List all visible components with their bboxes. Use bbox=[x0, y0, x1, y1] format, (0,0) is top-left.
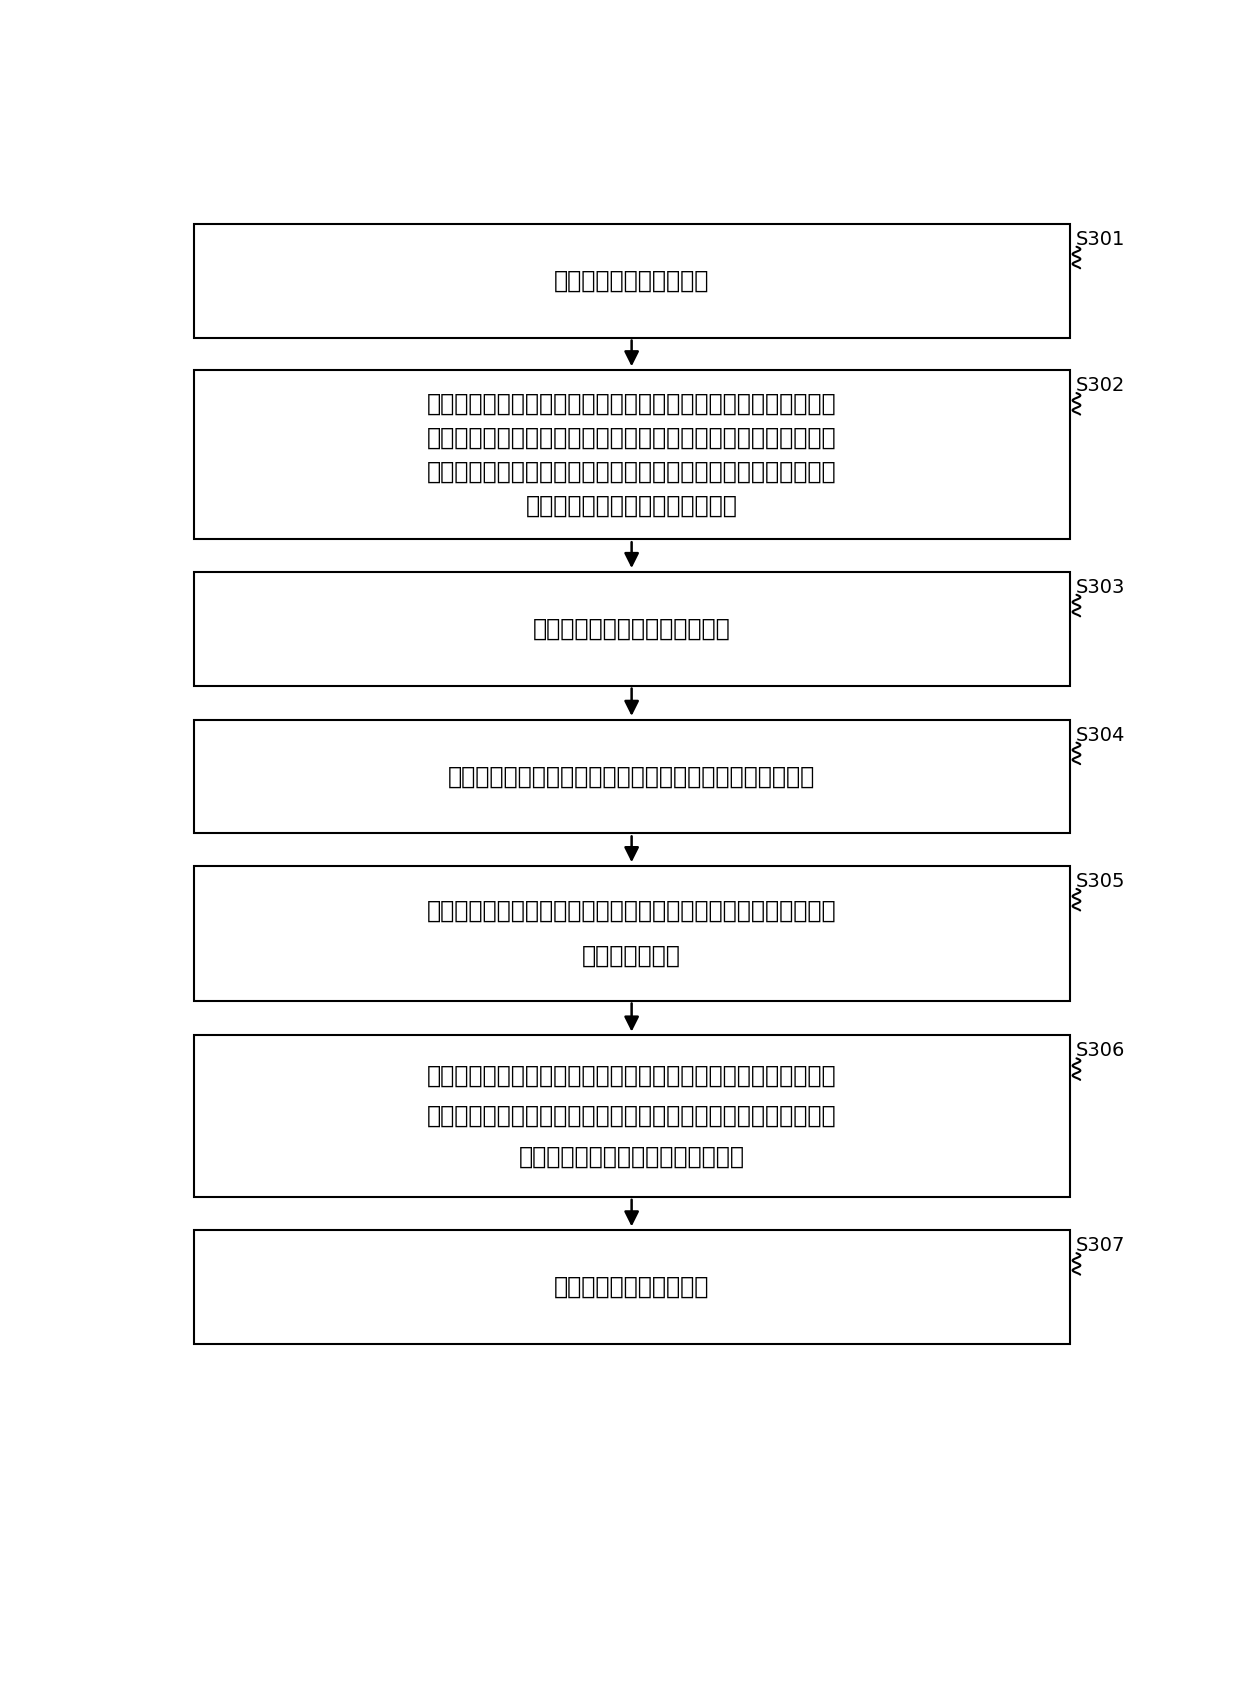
Text: S301: S301 bbox=[1076, 229, 1125, 249]
Text: S302: S302 bbox=[1076, 376, 1125, 396]
Text: 若乘客的当前车票信息验证通过，则确认乘客乘车检票通过: 若乘客的当前车票信息验证通过，则确认乘客乘车检票通过 bbox=[448, 765, 815, 788]
Text: S307: S307 bbox=[1076, 1236, 1125, 1255]
Text: S303: S303 bbox=[1076, 578, 1125, 596]
Bar bbox=[193, 1229, 1069, 1344]
Text: S304: S304 bbox=[1076, 726, 1125, 744]
Bar bbox=[193, 571, 1069, 685]
Text: 对乘客的当前车票信息进行验证: 对乘客的当前车票信息进行验证 bbox=[533, 616, 730, 640]
Text: 应的闸机门打开: 应的闸机门打开 bbox=[583, 943, 681, 968]
Bar bbox=[193, 1036, 1069, 1197]
Text: 脸信息匹配有乘客的当前车票信息: 脸信息匹配有乘客的当前车票信息 bbox=[526, 493, 738, 517]
Text: 票记录信息发送至服务器；服务器用于根据乘客的检票记录信息，: 票记录信息发送至服务器；服务器用于根据乘客的检票记录信息， bbox=[427, 1105, 837, 1128]
Text: 删除乘客的预设人脸信息: 删除乘客的预设人脸信息 bbox=[554, 1275, 709, 1298]
Text: 客的现场人脸信息为进站检票闸机采集后发送至服务器的；预设人: 客的现场人脸信息为进站检票闸机采集后发送至服务器的；预设人 bbox=[427, 460, 837, 483]
Bar bbox=[193, 719, 1069, 834]
Text: S306: S306 bbox=[1076, 1041, 1125, 1061]
Text: 将乘客的乘车状态标记为已检票状态: 将乘客的乘车状态标记为已检票状态 bbox=[518, 1145, 745, 1169]
Text: 获取预设的闸机门控制指令；根据预设的闸机门控制指令，控制对: 获取预设的闸机门控制指令；根据预设的闸机门控制指令，控制对 bbox=[427, 899, 837, 923]
Text: 识别通过；预设人脸信息为服务器发送的乘客的现场人脸信息；乘: 识别通过；预设人脸信息为服务器发送的乘客的现场人脸信息；乘 bbox=[427, 426, 837, 450]
Bar bbox=[193, 866, 1069, 1000]
Text: 检测到乘客通过闸机门，生成乘客的检票记录信息，并将乘客的检: 检测到乘客通过闸机门，生成乘客的检票记录信息，并将乘客的检 bbox=[427, 1064, 837, 1088]
Bar bbox=[193, 224, 1069, 337]
Text: 若乘客的当前人脸信息与预设人脸信息匹配成功，则确认乘客人脸: 若乘客的当前人脸信息与预设人脸信息匹配成功，则确认乘客人脸 bbox=[427, 392, 837, 416]
Text: 采集乘客的当前人脸信息: 采集乘客的当前人脸信息 bbox=[554, 269, 709, 293]
Text: S305: S305 bbox=[1076, 872, 1125, 891]
Bar bbox=[193, 370, 1069, 539]
